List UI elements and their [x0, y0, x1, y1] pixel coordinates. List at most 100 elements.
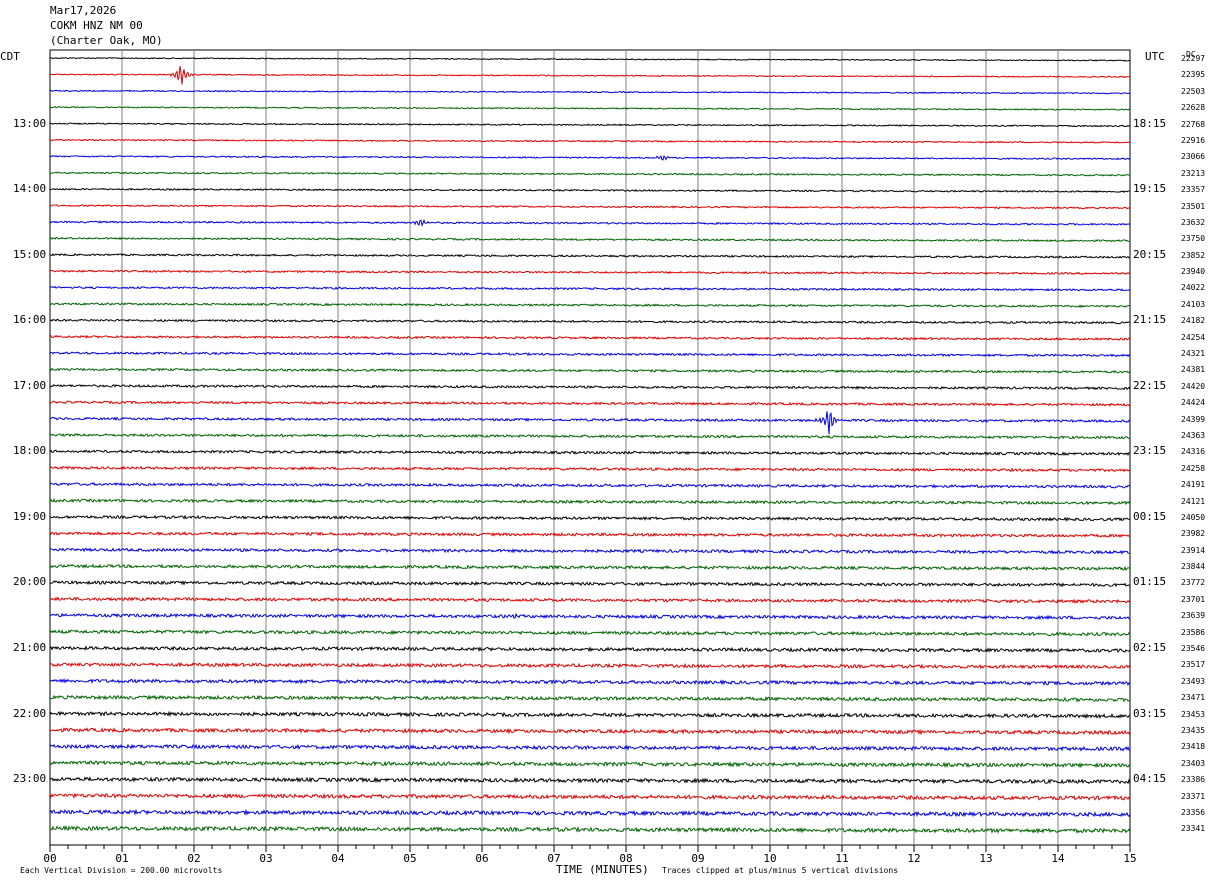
- trace-line-28: [49, 498, 1131, 506]
- trace-line-31: [49, 547, 1131, 555]
- trace-line-35: [49, 612, 1131, 621]
- clip-note: Traces clipped at plus/minus 5 vertical …: [662, 866, 899, 875]
- left-hour-label: 14:00: [13, 182, 47, 196]
- dc-offset-label: 24103: [1181, 299, 1206, 309]
- x-tick-label: 07: [547, 852, 561, 865]
- trace-line-47: [49, 808, 1131, 818]
- trace-line-8: [49, 171, 1131, 177]
- dc-offset-label: 24381: [1181, 365, 1206, 375]
- dc-offset-label: 24254: [1181, 332, 1206, 342]
- trace-line-16: [49, 302, 1131, 309]
- trace-line-45: [49, 776, 1131, 785]
- left-hour-label: 18:00: [13, 444, 47, 458]
- x-tick-label: 01: [115, 852, 129, 865]
- x-tick-label: 03: [259, 852, 273, 865]
- right-hour-label: 01:15: [1133, 575, 1167, 589]
- x-tick-label: 06: [475, 852, 489, 865]
- x-tick-label: 05: [403, 852, 417, 865]
- trace-line-24: [49, 433, 1131, 440]
- trace-line-12: [49, 236, 1131, 243]
- trace-line-4: [49, 106, 1131, 111]
- trace-line-39: [49, 678, 1131, 687]
- dc-offset-label: 22503: [1181, 86, 1206, 96]
- dc-offset-label: 23386: [1181, 775, 1206, 785]
- right-hour-label: 00:15: [1133, 509, 1167, 523]
- x-tick-label: 11: [835, 852, 849, 865]
- dc-offset-label: 23940: [1181, 267, 1206, 277]
- dc-offset-label: 23213: [1181, 168, 1206, 178]
- dc-offset-label: 24420: [1181, 381, 1206, 391]
- dc-offset-label: 24316: [1181, 447, 1206, 457]
- right-hour-label: 19:15: [1133, 182, 1167, 196]
- trace-line-42: [49, 727, 1131, 736]
- location-label: (Charter Oak, MO): [50, 34, 163, 47]
- dc-offset-label: 22297: [1181, 54, 1206, 63]
- x-tick-label: 08: [619, 852, 633, 865]
- dc-offset-label: 23357: [1181, 185, 1206, 195]
- right-hour-label: 22:15: [1133, 378, 1167, 392]
- left-hour-label: 13:00: [13, 116, 47, 130]
- right-hour-label: 20:15: [1133, 247, 1167, 261]
- dc-offset-label: 23501: [1181, 201, 1206, 211]
- dc-offset-label: 22395: [1181, 70, 1206, 80]
- x-tick-label: 10: [763, 852, 777, 865]
- left-timezone-label: CDT: [0, 50, 20, 63]
- x-axis-title: TIME (MINUTES): [556, 863, 649, 876]
- dc-offset-label: 24121: [1181, 496, 1206, 506]
- trace-line-13: [49, 253, 1131, 259]
- dc-offset-label: 23371: [1181, 791, 1206, 801]
- dc-offset-label: 23772: [1181, 578, 1206, 588]
- trace-line-43: [49, 743, 1131, 752]
- right-hour-label: 21:15: [1133, 313, 1167, 327]
- dc-offset-label: 24424: [1181, 398, 1206, 408]
- trace-line-26: [49, 465, 1131, 473]
- dc-offset-label: 23453: [1181, 709, 1206, 719]
- trace-line-32: [49, 563, 1131, 571]
- left-hour-label: 19:00: [13, 509, 47, 523]
- trace-line-19: [49, 351, 1131, 358]
- right-hour-label: 03:15: [1133, 706, 1167, 720]
- trace-line-25: [49, 449, 1131, 457]
- trace-line-5: [49, 122, 1131, 128]
- plot-frame: [49, 49, 1131, 846]
- left-hour-label: 17:00: [13, 378, 47, 392]
- trace-line-36: [49, 629, 1131, 637]
- dc-offset-label: 23341: [1181, 824, 1206, 834]
- trace-line-17: [49, 318, 1131, 325]
- left-hour-label: 21:00: [13, 641, 47, 655]
- dc-offset-label: 23982: [1181, 529, 1206, 539]
- trace-line-33: [49, 579, 1131, 588]
- dc-offset-label: 23632: [1181, 217, 1206, 227]
- trace-line-6: [49, 138, 1131, 144]
- trace-line-21: [49, 384, 1131, 391]
- left-hour-label: 16:00: [13, 313, 47, 327]
- x-tick-label: 13: [979, 852, 993, 865]
- left-hour-label: 20:00: [13, 575, 47, 589]
- x-tick-label: 00: [43, 852, 57, 865]
- dc-offset-label: 22768: [1181, 119, 1206, 129]
- trace-line-30: [49, 530, 1131, 539]
- trace-line-48: [49, 825, 1131, 835]
- dc-offset-label: 23914: [1181, 545, 1206, 555]
- trace-line-7: [49, 155, 1131, 161]
- trace-line-9: [49, 187, 1131, 194]
- dc-header-label: DC: [1186, 50, 1196, 59]
- trace-line-11: [49, 218, 1131, 227]
- trace-line-44: [49, 759, 1131, 769]
- right-hour-label: 02:15: [1133, 641, 1167, 655]
- trace-line-27: [49, 482, 1131, 489]
- x-tick-label: 02: [187, 852, 201, 865]
- trace-line-34: [49, 596, 1131, 604]
- dc-offset-label: 23471: [1181, 693, 1206, 703]
- trace-line-14: [49, 269, 1131, 275]
- trace-line-10: [49, 204, 1131, 210]
- dc-offset-label: 23418: [1181, 742, 1206, 752]
- dc-offset-label: 22628: [1181, 103, 1206, 113]
- left-hour-label: 23:00: [13, 772, 47, 786]
- dc-offset-label: 24363: [1181, 430, 1206, 440]
- dc-offset-label: 23066: [1181, 152, 1206, 162]
- trace-line-46: [49, 792, 1131, 801]
- x-tick-label: 04: [331, 852, 345, 865]
- left-hour-label: 22:00: [13, 706, 47, 720]
